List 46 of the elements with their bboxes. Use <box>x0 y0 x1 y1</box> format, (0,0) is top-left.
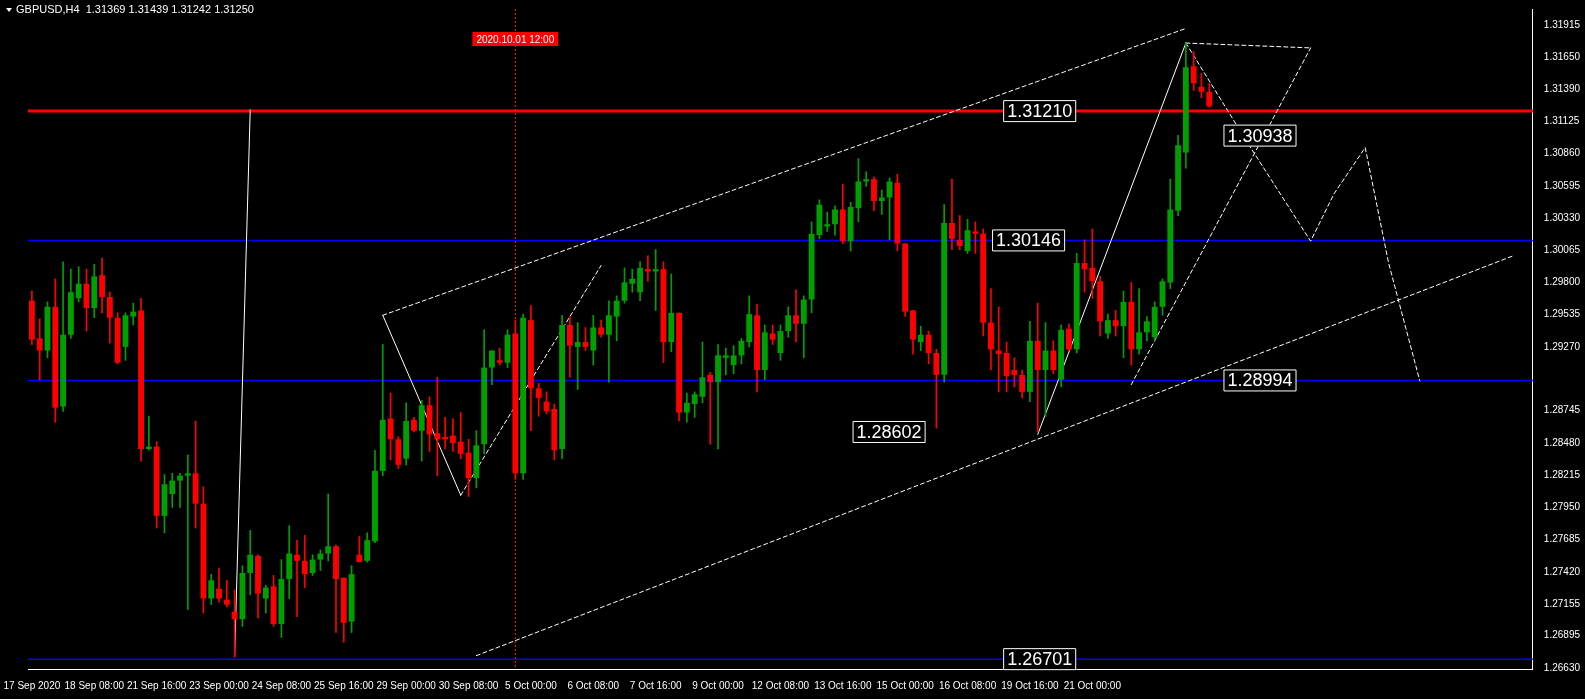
x-tick-label: 19 Oct 16:00 <box>1001 679 1059 691</box>
y-tick-label: 1.31915 <box>1543 19 1581 31</box>
x-tick-label: 16 Oct 08:00 <box>938 679 997 691</box>
chart-title: GBPUSD,H4 1.31369 1.31439 1.31242 1.31250 <box>16 3 254 15</box>
y-tick-label: 1.31390 <box>1543 82 1581 94</box>
y-tick-label: 1.30065 <box>1543 244 1581 256</box>
x-tick-label: 12 Oct 08:00 <box>751 679 810 691</box>
x-tick-label: 30 Sep 08:00 <box>438 679 499 691</box>
x-tick-label: 21 Sep 16:00 <box>126 679 187 691</box>
y-tick-label: 1.30595 <box>1543 179 1581 191</box>
x-tick-label: 18 Sep 08:00 <box>64 679 125 691</box>
annotation: 1.30938 <box>1227 125 1293 146</box>
y-tick-label: 1.27155 <box>1543 597 1581 609</box>
y-tick-label: 1.28215 <box>1543 468 1581 480</box>
x-tick-label: 23 Sep 00:00 <box>189 679 250 691</box>
y-tick-label: 1.30860 <box>1543 147 1581 159</box>
x-tick-label: 25 Sep 16:00 <box>314 679 374 691</box>
ref-line-label: 1.28994 <box>1227 370 1293 391</box>
y-tick-label: 1.26630 <box>1543 661 1581 673</box>
x-tick-label: 2020.10.01 12:00 <box>476 33 555 45</box>
y-tick-label: 1.29800 <box>1543 276 1581 288</box>
y-tick-label: 1.31650 <box>1543 51 1581 63</box>
y-tick-label: 1.28745 <box>1543 404 1581 416</box>
y-tick-label: 1.28480 <box>1543 436 1581 448</box>
y-tick-label: 1.27420 <box>1543 565 1581 577</box>
ref-line-label: 1.26701 <box>1007 649 1073 670</box>
x-tick-label: 17 Sep 2020 <box>3 679 61 691</box>
x-tick-label: 21 Oct 00:00 <box>1063 679 1122 691</box>
y-tick-label: 1.27685 <box>1543 533 1581 545</box>
y-tick-label: 1.30330 <box>1543 211 1581 223</box>
x-tick-label: 7 Oct 16:00 <box>629 679 682 691</box>
y-tick-label: 1.29535 <box>1543 308 1581 320</box>
x-tick-label: 15 Oct 00:00 <box>876 679 935 691</box>
y-tick-label: 1.29270 <box>1543 340 1581 352</box>
annotation: 1.28602 <box>856 421 922 442</box>
y-tick-label: 1.27950 <box>1543 501 1581 513</box>
x-tick-label: 9 Oct 00:00 <box>692 679 745 691</box>
x-tick-label: 13 Oct 16:00 <box>814 679 872 691</box>
x-tick-label: 29 Sep 00:00 <box>376 679 437 691</box>
y-tick-label: 1.26895 <box>1543 629 1581 641</box>
ref-line-label: 1.31210 <box>1007 101 1073 122</box>
ref-line-label: 1.30146 <box>996 230 1062 251</box>
y-tick-label: 1.31125 <box>1543 115 1580 127</box>
x-tick-label: 5 Oct 00:00 <box>505 679 558 691</box>
x-tick-label: 24 Sep 08:00 <box>251 679 312 691</box>
x-tick-label: 6 Oct 08:00 <box>567 679 620 691</box>
